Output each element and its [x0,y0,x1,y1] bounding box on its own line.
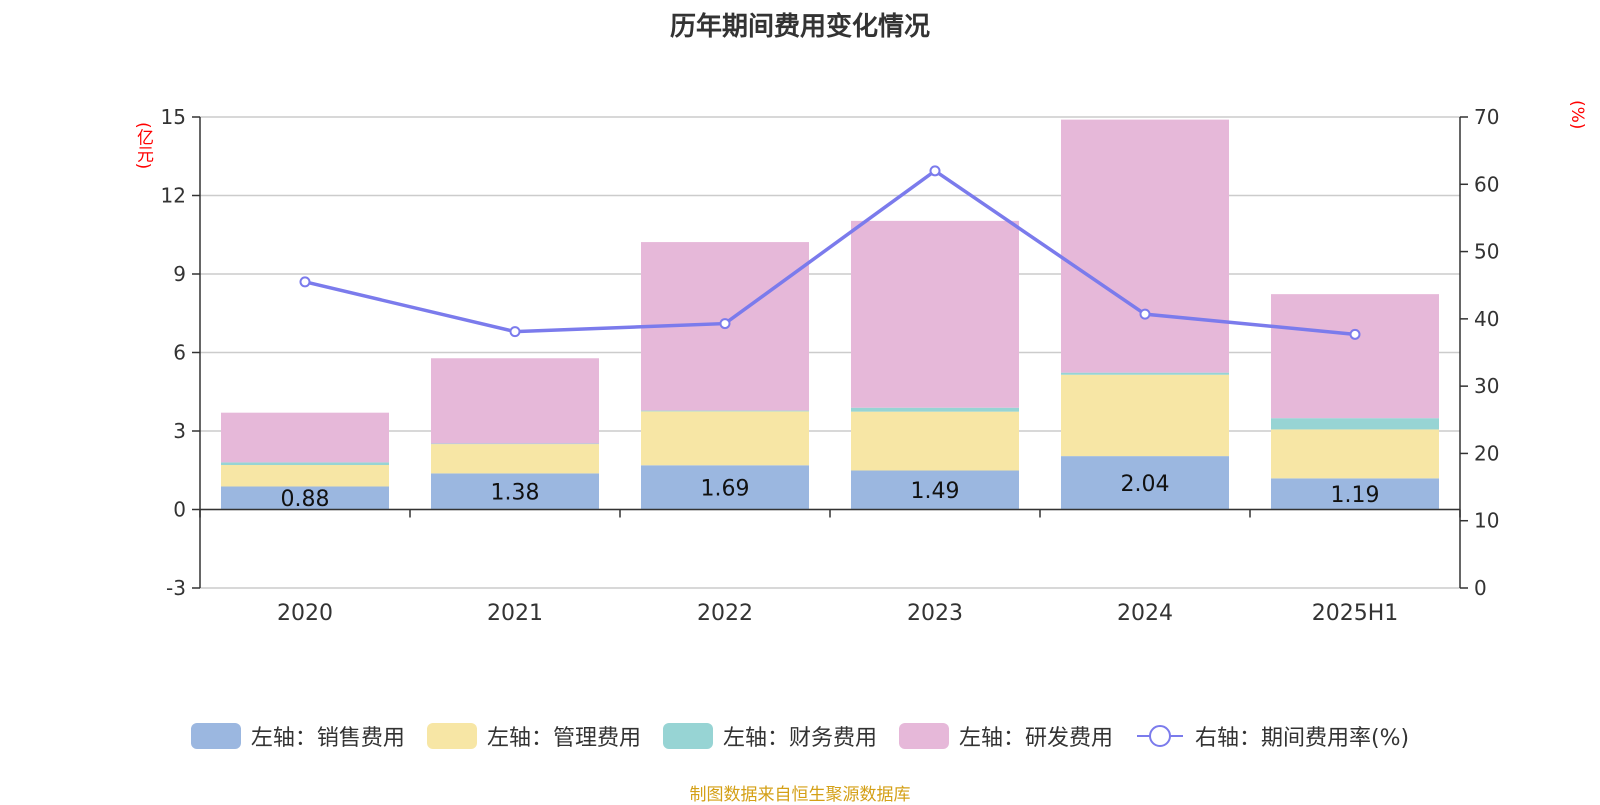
x-axis-tick-label: 2022 [697,601,753,626]
legend-swatch [662,723,713,749]
legend-label: 左轴：研发费用 [958,726,1113,751]
right-axis-tick-label: 10 [1474,509,1499,533]
legend-item[interactable]: 左轴：管理费用 [426,720,641,752]
left-axis-tick-label: 3 [173,419,186,443]
legend-item[interactable]: 左轴：销售费用 [190,720,405,752]
bar-data-label: 1.49 [911,479,960,504]
source-note: 制图数据来自恒生聚源数据库 [689,785,911,805]
legend-line-swatch [1136,725,1183,747]
legend-label: 左轴：财务费用 [722,726,877,751]
legend-label: 左轴：销售费用 [250,726,405,751]
x-axis-tick-label: 2025H1 [1312,601,1399,626]
rate-point [719,318,731,330]
left-axis-tick-label: 9 [173,262,186,286]
bar-segment [851,411,1019,471]
bar-segment [431,444,599,474]
x-axis-tick-label: 2021 [487,601,543,626]
bar-segment [641,410,809,412]
left-axis-tick-label: 6 [173,341,186,365]
legend-label: 右轴：期间费用率(%) [1194,726,1410,751]
right-axis-tick-label: 50 [1474,240,1499,264]
bar-segment [221,462,389,466]
right-axis-tick-label: 70 [1474,105,1499,129]
bar-segment [431,473,599,510]
right-axis-tick-label: 60 [1474,172,1499,196]
bar-segment [431,443,599,445]
bar-segment [641,465,809,510]
right-axis-tick-label: 30 [1474,374,1499,398]
right-axis-unit: (%) [1567,100,1587,130]
right-axis-tick-label: 20 [1474,441,1499,465]
x-axis-tick-label: 2024 [1117,601,1173,626]
bar-segment [1061,372,1229,375]
rate-point [1139,308,1151,320]
bar-data-label: 0.88 [281,487,330,512]
bar-data-label: 1.19 [1331,483,1380,508]
legend-swatch [898,723,949,749]
rate-point [509,326,521,338]
rate-point [929,165,941,177]
bar-segment [851,407,1019,412]
bar-segment [1061,119,1229,373]
chart-title: 历年期间费用变化情况 [669,12,930,42]
rate-line [304,168,1356,337]
bar-data-label: 1.38 [491,480,540,505]
bar-segment [221,486,389,510]
bar-segment [1271,429,1439,479]
left-axis-unit: (亿元) [133,122,153,170]
left-axis-tick-label: 12 [161,184,186,208]
bar-segment [221,412,389,463]
left-axis-tick-label: -3 [166,576,186,600]
rate-point [299,276,311,288]
bar-segment [1061,374,1229,457]
bar-segment [1271,418,1439,430]
x-axis-tick-label: 2023 [907,601,963,626]
bar-data-label: 1.69 [701,476,750,501]
bar-data-label: 2.04 [1121,472,1170,497]
plot-area: -3 0 3 6 9 12 15 0 10 20 30 40 50 60 70 2020 2021 2022 202… [161,105,1500,626]
legend: 左轴：销售费用 左轴：管理费用 左轴：财务费用 左轴：研发费用 右轴：期间费用率(%) [0,720,1600,752]
bar-segment [431,358,599,444]
bar-segment [1061,456,1229,510]
right-axis-tick-label: 40 [1474,307,1499,331]
x-axis-tick-label: 2020 [277,601,333,626]
right-axis-tick-label: 0 [1474,576,1487,600]
bar-segment [851,470,1019,510]
left-axis-tick-label: 15 [161,105,186,129]
left-axis-tick-label: 0 [173,498,186,522]
bar-segment [221,465,389,487]
bar-segment [641,411,809,466]
legend-swatch [426,723,477,749]
legend-label: 左轴：管理费用 [486,726,641,751]
bar-segment [1271,294,1439,419]
legend-swatch [190,723,241,749]
legend-item[interactable]: 右轴：期间费用率(%) [1135,720,1409,752]
bar-segment [1271,478,1439,510]
bar-segment [851,220,1019,408]
legend-item[interactable]: 左轴：研发费用 [898,720,1113,752]
rate-point [1349,328,1361,340]
legend-item[interactable]: 左轴：财务费用 [662,720,877,752]
